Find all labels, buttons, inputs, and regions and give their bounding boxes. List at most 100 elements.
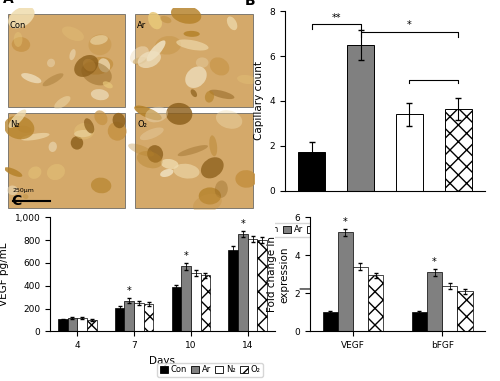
Ellipse shape [184, 31, 200, 37]
Bar [8, 113, 125, 208]
Ellipse shape [166, 103, 192, 125]
Ellipse shape [4, 167, 22, 177]
Ellipse shape [161, 159, 178, 169]
Ellipse shape [48, 142, 57, 152]
Bar [172, 288, 181, 331]
Text: N₂: N₂ [10, 120, 20, 129]
Ellipse shape [98, 58, 110, 72]
Bar [353, 267, 368, 331]
Ellipse shape [227, 16, 237, 30]
Text: A: A [2, 0, 13, 6]
Text: **: ** [332, 13, 341, 22]
Ellipse shape [84, 118, 94, 133]
Ellipse shape [133, 57, 147, 64]
Ellipse shape [70, 136, 83, 150]
Text: Con: Con [10, 21, 26, 30]
Bar [458, 291, 472, 331]
Bar [8, 14, 125, 107]
Bar [258, 240, 267, 331]
Ellipse shape [4, 116, 34, 139]
Bar [347, 45, 374, 190]
Ellipse shape [84, 57, 113, 75]
Ellipse shape [54, 96, 70, 109]
Ellipse shape [176, 40, 208, 51]
Ellipse shape [74, 130, 92, 137]
Bar [135, 113, 252, 208]
Ellipse shape [210, 90, 234, 99]
Ellipse shape [8, 109, 26, 128]
Ellipse shape [112, 113, 126, 128]
Text: *: * [407, 21, 412, 30]
Ellipse shape [47, 59, 55, 67]
Text: B: B [245, 0, 256, 8]
Bar [135, 14, 252, 107]
Ellipse shape [185, 66, 206, 88]
Bar [396, 114, 423, 190]
Bar [445, 109, 471, 190]
Text: *: * [432, 257, 437, 267]
Ellipse shape [47, 164, 65, 180]
Ellipse shape [147, 145, 163, 163]
Ellipse shape [42, 73, 64, 86]
Y-axis label: VEGF pg/mL: VEGF pg/mL [0, 243, 9, 306]
Ellipse shape [88, 34, 112, 55]
Ellipse shape [90, 35, 108, 45]
Ellipse shape [7, 186, 18, 195]
Ellipse shape [210, 58, 230, 75]
Bar [68, 319, 78, 331]
Ellipse shape [83, 59, 96, 71]
Bar [368, 275, 383, 331]
Ellipse shape [62, 26, 84, 41]
Legend: Con, Ar, N₂, O₂: Con, Ar, N₂, O₂ [249, 223, 355, 237]
Ellipse shape [137, 151, 162, 168]
Ellipse shape [160, 169, 173, 177]
Ellipse shape [193, 194, 222, 213]
Ellipse shape [21, 73, 42, 83]
Ellipse shape [216, 110, 242, 129]
Ellipse shape [171, 5, 202, 24]
Bar [124, 301, 134, 331]
Ellipse shape [138, 51, 161, 68]
Bar [181, 266, 191, 331]
Bar [58, 319, 68, 331]
Ellipse shape [8, 6, 34, 28]
Ellipse shape [94, 110, 108, 125]
Ellipse shape [74, 123, 94, 139]
Ellipse shape [146, 40, 166, 61]
Y-axis label: Capillary count: Capillary count [254, 61, 264, 141]
Ellipse shape [28, 166, 42, 179]
Ellipse shape [198, 187, 221, 205]
Ellipse shape [130, 46, 149, 64]
Ellipse shape [134, 106, 162, 120]
Ellipse shape [103, 81, 113, 88]
Bar [134, 303, 144, 331]
Ellipse shape [82, 62, 112, 85]
Ellipse shape [155, 36, 181, 54]
Ellipse shape [196, 58, 208, 68]
Legend: Con, Ar, N₂, O₂: Con, Ar, N₂, O₂ [157, 363, 263, 377]
Bar [228, 250, 238, 331]
Y-axis label: Fold change in
expression: Fold change in expression [268, 236, 289, 312]
Bar [322, 312, 338, 331]
Bar [338, 232, 353, 331]
Ellipse shape [174, 164, 200, 179]
Bar [248, 239, 258, 331]
Ellipse shape [201, 157, 224, 178]
Bar [87, 320, 97, 331]
Ellipse shape [160, 16, 172, 23]
Bar [115, 308, 124, 331]
Text: Ar: Ar [138, 21, 146, 30]
Ellipse shape [18, 126, 32, 133]
Ellipse shape [237, 75, 257, 84]
Ellipse shape [236, 170, 257, 188]
Ellipse shape [21, 133, 50, 141]
Bar [200, 275, 210, 331]
Ellipse shape [205, 91, 214, 102]
Bar [78, 319, 87, 331]
Ellipse shape [91, 89, 109, 100]
Bar [427, 272, 442, 331]
Ellipse shape [128, 144, 154, 157]
Ellipse shape [140, 128, 164, 140]
Text: *: * [240, 219, 246, 229]
Text: C: C [12, 194, 22, 208]
